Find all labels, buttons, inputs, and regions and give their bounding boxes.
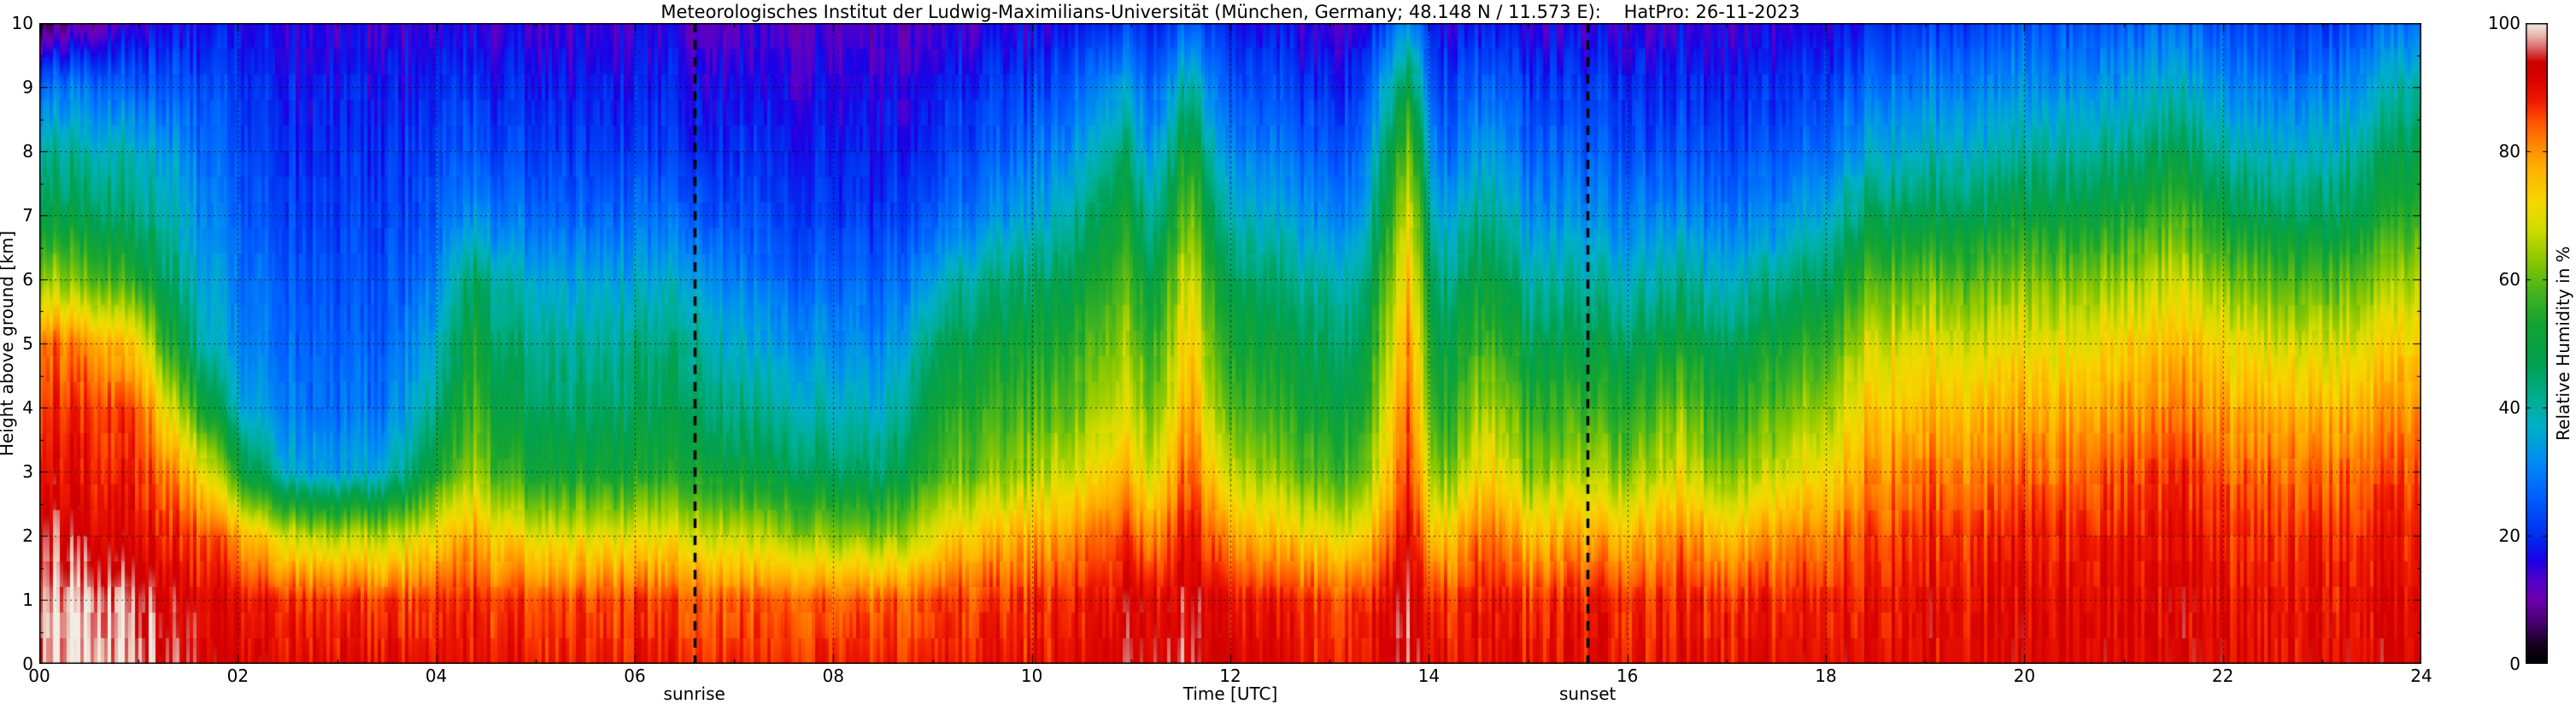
- x-tick-label: 16: [1616, 666, 1639, 686]
- x-tick-label: 14: [1417, 666, 1441, 686]
- x-tick-label: 22: [2211, 666, 2234, 686]
- x-tick-label: 24: [2410, 666, 2432, 686]
- x-tick-label: 10: [1020, 666, 1043, 686]
- colorbar-tick-label: 100: [2487, 13, 2520, 33]
- colorbar-tick-label: 20: [2498, 525, 2520, 546]
- y-tick-label: 1: [22, 590, 33, 610]
- x-tick-labels: 00 02 04 06 08 10 12 14 16 18 20 22 24: [28, 666, 2432, 686]
- x-tick-label: 12: [1219, 666, 1241, 686]
- x-tick-label: 18: [1815, 666, 1837, 686]
- y-tick-label: 3: [22, 461, 33, 482]
- y-tick-label: 5: [22, 333, 33, 354]
- y-tick-label: 10: [11, 13, 33, 33]
- y-tick-label: 8: [22, 141, 33, 161]
- y-tick-label: 9: [22, 77, 33, 97]
- colorbar-tick-label: 80: [2498, 141, 2520, 161]
- x-axis-label: Time [UTC]: [1182, 683, 1278, 704]
- colorbar-label-wrap: Relative Humidity in %: [2551, 23, 2575, 664]
- y-tick-label: 6: [22, 269, 33, 290]
- x-tick-label: 06: [624, 666, 646, 686]
- x-tick-label: 20: [2013, 666, 2036, 686]
- chart-title: Meteorologisches Institut der Ludwig-Max…: [660, 2, 1800, 22]
- colorbar-tick-label: 40: [2498, 397, 2520, 418]
- colorbar-label: Relative Humidity in %: [2553, 246, 2573, 441]
- y-tick-labels: 0 1 2 3 4 5 6 7 8 9 10: [0, 14, 36, 673]
- y-tick-label: 0: [22, 654, 33, 674]
- y-tick-label: 7: [22, 205, 33, 226]
- x-tick-label: 04: [425, 666, 448, 686]
- colorbar-tick-label: 0: [2509, 654, 2520, 674]
- colorbar-tick-label: 60: [2498, 269, 2520, 290]
- sunset-label: sunset: [1556, 684, 1620, 703]
- y-tick-label: 4: [22, 397, 33, 418]
- plot-area: [39, 23, 2421, 664]
- colorbar: [2526, 23, 2548, 664]
- heatmap-canvas: [39, 23, 2421, 664]
- y-tick-label: 2: [22, 525, 33, 546]
- x-axis-row: Time [UTC] sunrise sunset: [39, 684, 2421, 703]
- sunrise-label: sunrise: [660, 684, 729, 703]
- x-tick-label: 08: [822, 666, 845, 686]
- colorbar-tick-labels: 0 20 40 60 80 100: [2461, 14, 2520, 673]
- x-tick-label: 00: [28, 666, 50, 686]
- colorbar-canvas: [2526, 23, 2548, 664]
- x-tick-label: 02: [226, 666, 249, 686]
